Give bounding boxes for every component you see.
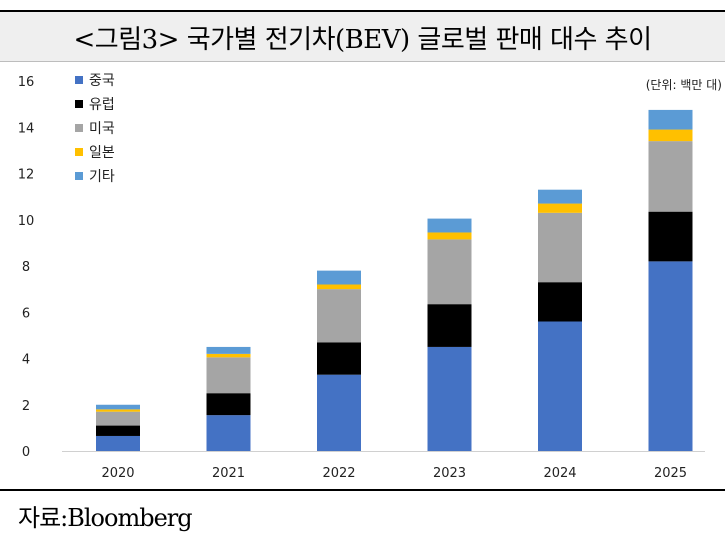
x-tick-label: 2023 bbox=[433, 466, 466, 481]
bar-segment bbox=[427, 218, 472, 233]
bars bbox=[96, 109, 693, 451]
title-bar: <그림3> 국가별 전기차(BEV) 글로벌 판매 대수 추이 bbox=[0, 10, 725, 62]
bar-segment bbox=[648, 261, 693, 451]
legend-swatch bbox=[75, 148, 83, 156]
bar-segment bbox=[206, 346, 251, 354]
legend-swatch bbox=[75, 172, 83, 180]
bar-segment bbox=[96, 425, 140, 436]
bar-segment bbox=[648, 109, 693, 130]
bar-segment bbox=[538, 321, 582, 451]
bar-segment bbox=[317, 270, 361, 285]
unit-label: (단위: 백만 대) bbox=[646, 78, 722, 92]
y-tick-label: 14 bbox=[18, 121, 35, 136]
bar-segment bbox=[538, 282, 582, 322]
bar-segment bbox=[96, 404, 140, 410]
legend-label: 중국 bbox=[89, 73, 115, 89]
legend-label: 유럽 bbox=[89, 97, 115, 113]
y-tick-label: 8 bbox=[22, 260, 30, 275]
chart-title: <그림3> 국가별 전기차(BEV) 글로벌 판매 대수 추이 bbox=[73, 25, 653, 55]
y-tick-label: 12 bbox=[18, 168, 35, 183]
legend-swatch bbox=[75, 124, 83, 132]
bar-segment bbox=[427, 232, 472, 240]
bar-segment bbox=[648, 141, 693, 212]
y-tick-label: 10 bbox=[18, 214, 35, 229]
bar-segment bbox=[427, 346, 472, 451]
bar-segment bbox=[317, 374, 361, 451]
y-axis: 0 2 4 6 8 10 12 14 16 bbox=[18, 75, 35, 460]
y-tick-label: 4 bbox=[22, 353, 30, 368]
legend-swatch bbox=[75, 100, 83, 108]
bar-segment bbox=[648, 129, 693, 142]
x-tick-label: 2020 bbox=[101, 466, 134, 481]
bar-segment bbox=[206, 353, 251, 358]
x-tick-label: 2022 bbox=[322, 466, 355, 481]
x-tick-label: 2025 bbox=[654, 466, 687, 481]
y-tick-label: 0 bbox=[22, 445, 30, 460]
bar-segment bbox=[96, 435, 140, 451]
legend-label: 기타 bbox=[89, 169, 115, 185]
bar-segment bbox=[538, 212, 582, 283]
bar-segment bbox=[538, 189, 582, 204]
x-axis: 2020 2021 2022 2023 2024 2025 bbox=[62, 451, 705, 481]
bar-segment bbox=[317, 289, 361, 343]
bar-segment bbox=[206, 357, 251, 394]
x-tick-label: 2024 bbox=[543, 466, 576, 481]
source-divider bbox=[0, 489, 725, 491]
bar-segment bbox=[96, 411, 140, 426]
legend-swatch bbox=[75, 76, 83, 84]
x-tick-label: 2021 bbox=[212, 466, 245, 481]
bar-segment bbox=[317, 284, 361, 290]
y-tick-label: 16 bbox=[18, 75, 35, 90]
bar-segment bbox=[427, 304, 472, 347]
bar-segment bbox=[206, 415, 251, 451]
y-tick-label: 6 bbox=[22, 306, 30, 321]
y-tick-label: 2 bbox=[22, 399, 30, 414]
bar-segment bbox=[206, 393, 251, 416]
bar-segment bbox=[648, 211, 693, 262]
legend-label: 미국 bbox=[89, 121, 115, 137]
bar-segment bbox=[317, 342, 361, 375]
bar-segment bbox=[427, 239, 472, 305]
source-note: 자료:Bloomberg bbox=[18, 504, 193, 532]
chart-area: 0 2 4 6 8 10 12 14 16 2020 2021 2022 2023 2024 2025 중… bbox=[18, 73, 722, 481]
bar-segment bbox=[96, 409, 140, 412]
bar-segment bbox=[538, 203, 582, 213]
legend-label: 일본 bbox=[89, 145, 115, 161]
